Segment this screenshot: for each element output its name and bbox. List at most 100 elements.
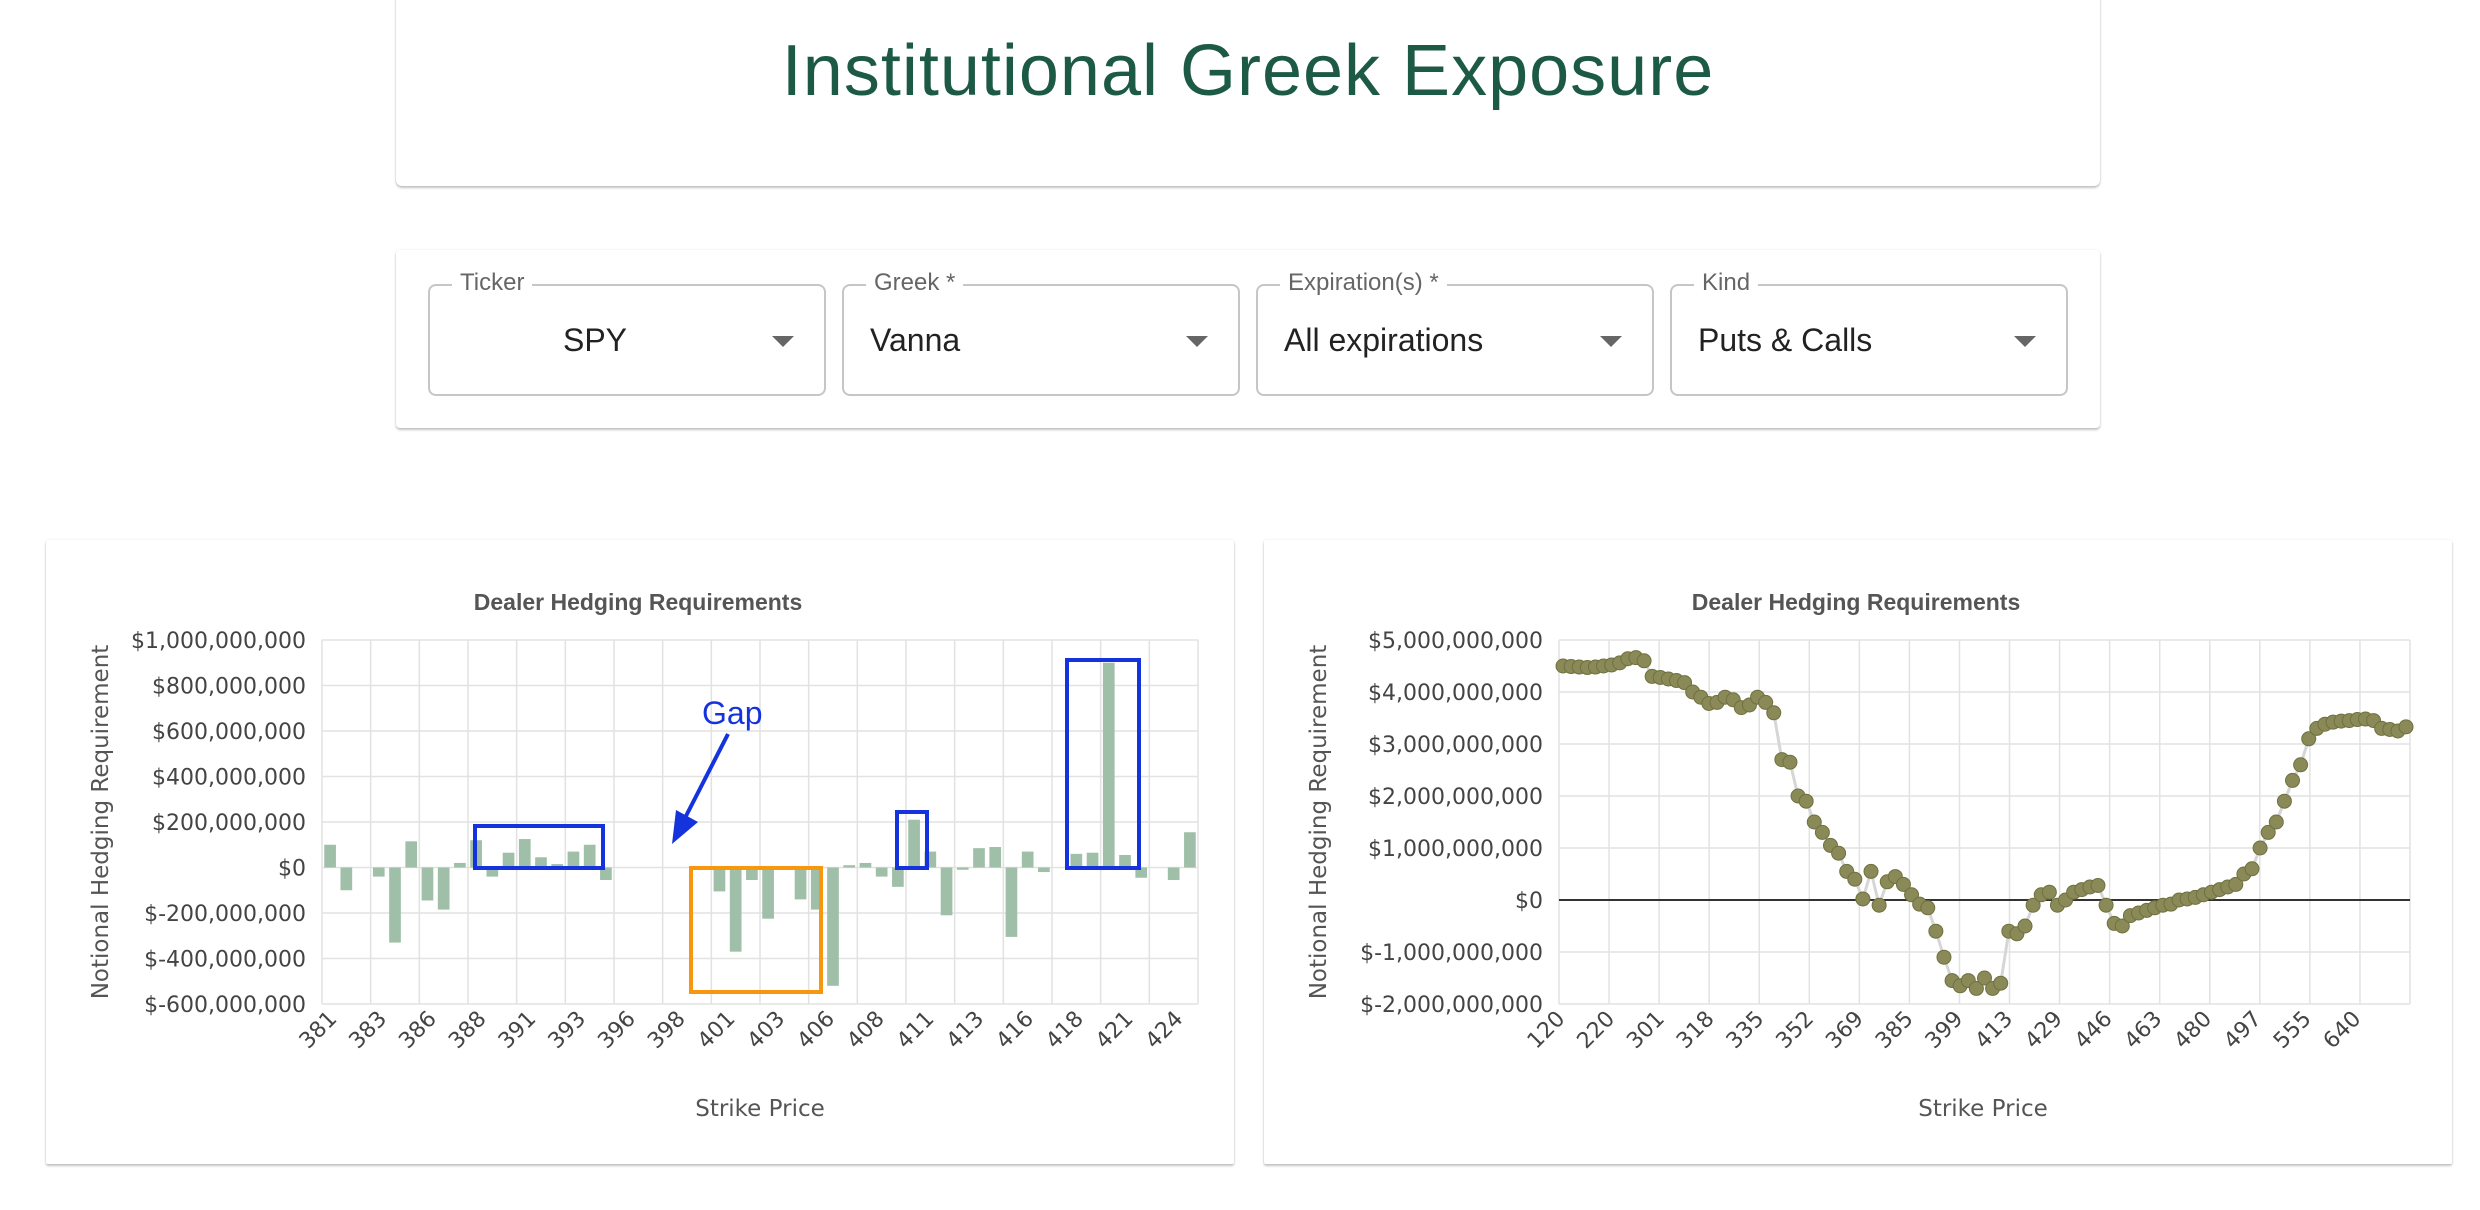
x-tick-label: 385 [1871,1007,1918,1054]
greek-select[interactable]: Greek * Vanna [842,269,1240,396]
scatter-point [2025,897,2041,913]
scatter-point [2017,918,2033,934]
bar [1135,867,1148,878]
x-axis-ticks: 120 220 301 318 335 352 369 385 399 413 429 446 463 4… [1523,1007,2366,1054]
bar [843,865,856,868]
greek-dropdown-arrow-icon[interactable] [1186,336,1208,347]
y-axis-ticks: $1,000,000,000 $800,000,000 $600,000,000 $4… [131,629,306,1018]
x-tick-label: 424 [1141,1007,1188,1054]
expiration-select[interactable]: Expiration(s) * All expirations [1256,269,1654,396]
bar [746,867,758,881]
x-tick-label: 418 [1041,1007,1088,1054]
scatter-point [2041,884,2057,900]
y-tick-label: $-1,000,000,000 [1360,941,1543,966]
x-tick-label: 220 [1573,1007,1620,1054]
bar [875,867,888,877]
bar [1102,662,1115,868]
bar [794,867,807,900]
scatter-point [1831,845,1847,861]
expiration-label: Expiration(s) * [1280,269,1447,297]
bar [405,841,418,868]
scatter-point [1798,793,1814,809]
scatter-point [1871,897,1887,913]
x-tick-label: 369 [1821,1007,1868,1054]
bar [535,857,547,868]
x-tick-label: 640 [2319,1007,2366,1054]
bar [810,867,823,910]
y-tick-label: $-400,000,000 [144,948,306,973]
bar [1021,851,1034,868]
gap-annotation-label: Gap [702,695,762,731]
right-chart-card: Dealer Hedging Requirements $5,000,000,0… [1264,540,2452,1164]
x-tick-label: 403 [743,1007,790,1054]
scatter-point [1847,871,1863,887]
ticker-value: SPY [562,322,628,358]
x-tick-label: 413 [942,1007,989,1054]
scatter-point [1814,824,1830,840]
x-tick-label: 421 [1091,1007,1138,1054]
x-tick-label: 335 [1722,1007,1769,1054]
y-axis-title: Notional Hedging Requirement [88,645,114,1000]
y-tick-label: $2,000,000,000 [1368,785,1543,810]
y-tick-label: $-2,000,000,000 [1360,993,1543,1018]
bar [729,867,742,952]
scatter-point [1782,754,1798,770]
y-axis-ticks: $5,000,000,000 $4,000,000,000 $3,000,000,0… [1360,629,1543,1018]
kind-value: Puts & Calls [1698,322,1873,358]
x-tick-label: 398 [643,1007,690,1054]
bar [1086,852,1099,868]
ticker-dropdown-arrow-icon[interactable] [772,336,794,347]
bar [324,844,336,868]
bar [372,867,385,877]
arrow-icon [672,810,698,844]
expiration-value: All expirations [1284,322,1484,358]
kind-select[interactable]: Kind Puts & Calls [1670,269,2068,396]
scatter-point [1928,923,1944,939]
bar [389,867,401,943]
x-tick-label: 411 [892,1007,939,1054]
bar [583,844,596,868]
scatter-point [2260,824,2276,840]
scatter-point [2293,757,2309,773]
bar [421,867,434,901]
bar [340,867,353,891]
bar [437,867,450,910]
x-tick-label: 416 [992,1007,1039,1054]
title-card: Institutional Greek Exposure [396,0,2100,186]
x-tick-label: 399 [1921,1007,1968,1054]
x-tick-label: 396 [593,1007,640,1054]
y-tick-label: $800,000,000 [152,675,306,700]
kind-dropdown-arrow-icon[interactable] [2014,336,2036,347]
bar [1005,867,1018,937]
scatter-point [1766,705,1782,721]
bar [454,862,466,868]
scatter-chart: Dealer Hedging Requirements $5,000,000,0… [1306,589,2414,1122]
y-tick-label: $0 [278,857,306,882]
y-tick-label: $4,000,000,000 [1368,681,1543,706]
y-tick-label: $0 [1515,889,1543,914]
bar [486,867,499,877]
x-tick-label: 391 [494,1007,541,1054]
bar-series [324,662,1196,986]
x-axis-title: Strike Price [695,1096,825,1122]
x-axis-ticks: 381 383 386 388 391 393 396 398 401 403 406 408 411 4… [295,1007,1188,1054]
x-tick-label: 318 [1672,1007,1719,1054]
bar [859,862,872,868]
scatter-point [2285,772,2301,788]
bar [924,851,937,868]
scatter-point [1636,653,1652,669]
bar [518,839,531,868]
left-chart-card: Dealer Hedging Requirements $1,000,000,0… [46,540,1234,1164]
x-tick-label: 555 [2269,1007,2316,1054]
expiration-dropdown-arrow-icon[interactable] [1600,336,1622,347]
x-tick-label: 497 [2219,1007,2266,1054]
ticker-select[interactable]: Ticker SPY [428,269,826,396]
highlight-box [1065,658,1141,870]
bar [908,819,920,868]
x-tick-label: 406 [793,1007,840,1054]
y-tick-label: $3,000,000,000 [1368,733,1543,758]
bar [762,867,774,919]
x-tick-label: 393 [544,1007,591,1054]
y-tick-label: $200,000,000 [152,811,306,836]
scatter-point [1920,900,1936,916]
